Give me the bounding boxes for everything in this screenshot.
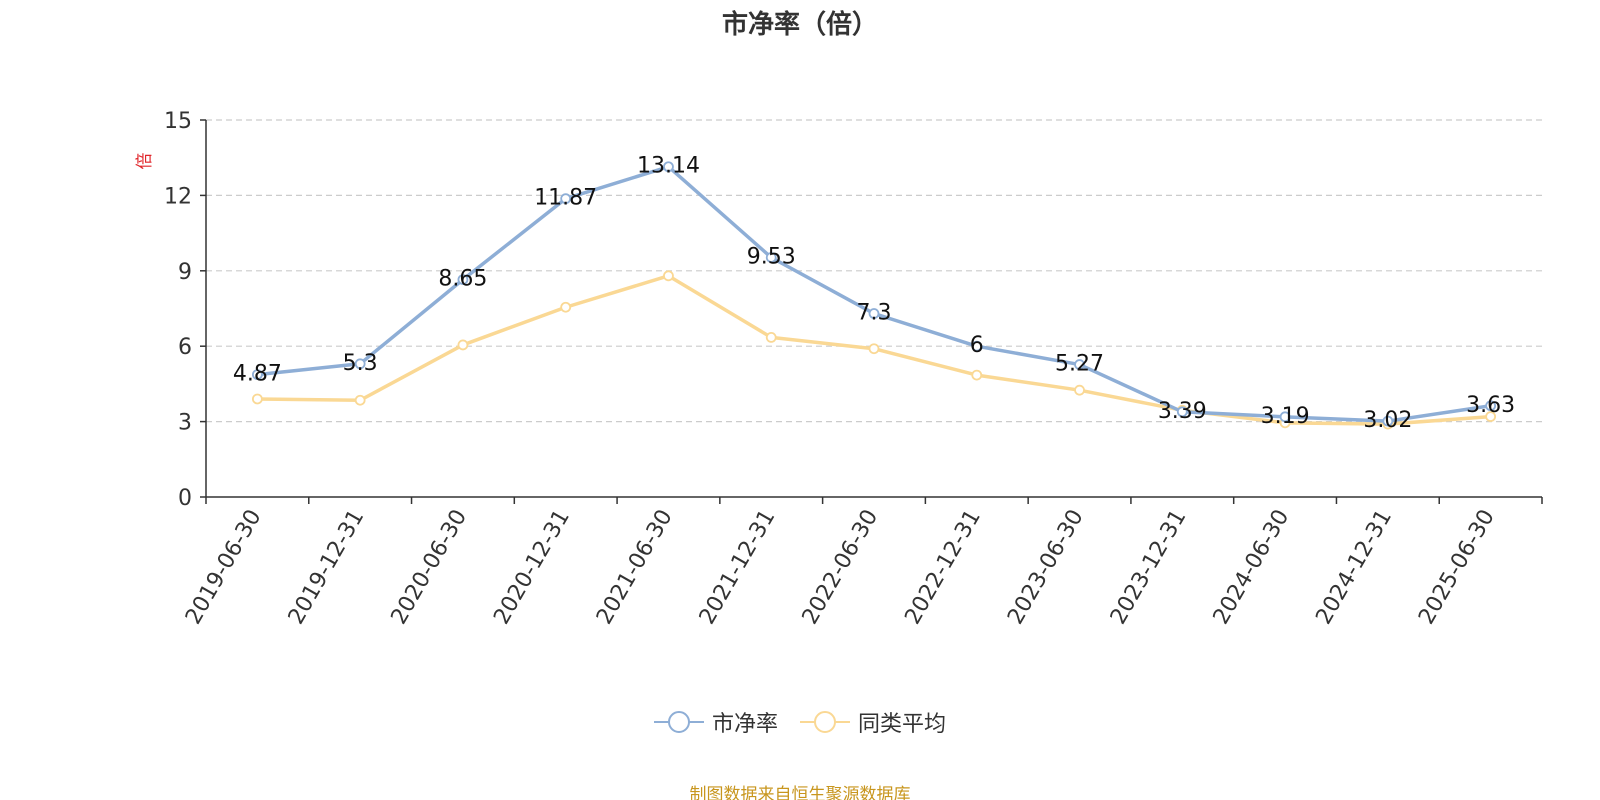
y-tick-label: 3: [178, 411, 192, 436]
legend-marker-series-1: [653, 710, 704, 734]
x-tick-label: 2019-12-31: [284, 506, 370, 629]
x-tick-label: 2023-12-31: [1106, 506, 1192, 629]
x-tick-label: 2020-06-30: [387, 506, 473, 629]
data-point-series-2: [560, 301, 572, 313]
data-label: 13.14: [637, 154, 700, 179]
data-label: 4.87: [233, 362, 282, 387]
y-tick-label: 0: [178, 486, 192, 511]
data-point-series-1: [1485, 400, 1497, 412]
y-tick-label: 6: [178, 335, 192, 360]
data-point-series-1: [251, 369, 263, 381]
data-point-series-2: [457, 339, 469, 351]
data-label: 3.63: [1466, 393, 1515, 418]
data-point-series-1: [1382, 415, 1394, 427]
data-point-series-1: [971, 340, 983, 352]
data-label: 7.3: [857, 301, 892, 326]
y-tick-label: 12: [164, 184, 192, 209]
x-tick-label: 2024-06-30: [1209, 506, 1295, 629]
data-point-series-2: [1074, 384, 1085, 396]
data-label: 5.3: [343, 351, 378, 376]
data-label: 6: [970, 333, 984, 358]
data-label: 8.65: [438, 267, 487, 292]
data-label: 3.39: [1158, 399, 1207, 424]
legend-item-series-1[interactable]: 市净率: [653, 706, 778, 738]
x-tick-label: 2021-06-30: [592, 506, 678, 629]
x-tick-label: 2021-12-31: [695, 506, 781, 629]
data-point-series-1: [663, 161, 674, 173]
y-tick-label: 15: [164, 109, 192, 134]
x-tick-label: 2020-12-31: [489, 506, 575, 629]
x-tick-label: 2019-06-30: [181, 506, 267, 629]
data-point-series-2: [251, 393, 263, 405]
series-line-1: [257, 164, 1491, 423]
y-axis-label: 倍: [135, 153, 155, 170]
data-point-series-2: [1485, 411, 1497, 422]
data-label: 5.27: [1055, 352, 1104, 377]
x-tick-label: 2022-12-31: [900, 506, 986, 629]
data-label: 9.53: [747, 244, 796, 269]
data-point-series-1: [868, 308, 880, 319]
data-point-series-1: [354, 358, 366, 370]
source-note: 制图数据来自恒生聚源数据库: [689, 785, 911, 800]
x-tick-label: 2024-12-31: [1311, 506, 1397, 629]
data-point-series-1: [1074, 359, 1085, 370]
data-point-series-2: [971, 369, 983, 381]
x-tick-label: 2022-06-30: [798, 506, 884, 629]
y-tick-label: 9: [178, 260, 192, 285]
data-point-series-1: [457, 274, 469, 285]
chart-title: 市净率（倍）: [721, 10, 878, 40]
data-point-series-1: [765, 252, 777, 263]
data-point-series-2: [765, 332, 777, 343]
data-point-series-2: [663, 270, 674, 282]
data-label: 3.19: [1261, 404, 1310, 429]
x-tick-label: 2025-06-30: [1414, 506, 1500, 629]
data-point-series-2: [868, 343, 880, 355]
legend-label-series-2: 同类平均: [858, 712, 947, 737]
data-point-series-1: [1279, 411, 1291, 423]
data-point-series-1: [560, 193, 572, 205]
data-point-series-1: [1176, 406, 1188, 418]
data-label: 11.87: [534, 186, 597, 211]
legend: 市净率 同类平均: [0, 706, 1600, 738]
x-tick-label: 2023-06-30: [1003, 506, 1089, 629]
legend-item-series-2[interactable]: 同类平均: [800, 706, 946, 738]
data-point-series-2: [354, 394, 366, 406]
legend-marker-series-2: [800, 710, 850, 734]
legend-label-series-1: 市净率: [711, 712, 778, 737]
data-label: 3.02: [1363, 408, 1412, 433]
